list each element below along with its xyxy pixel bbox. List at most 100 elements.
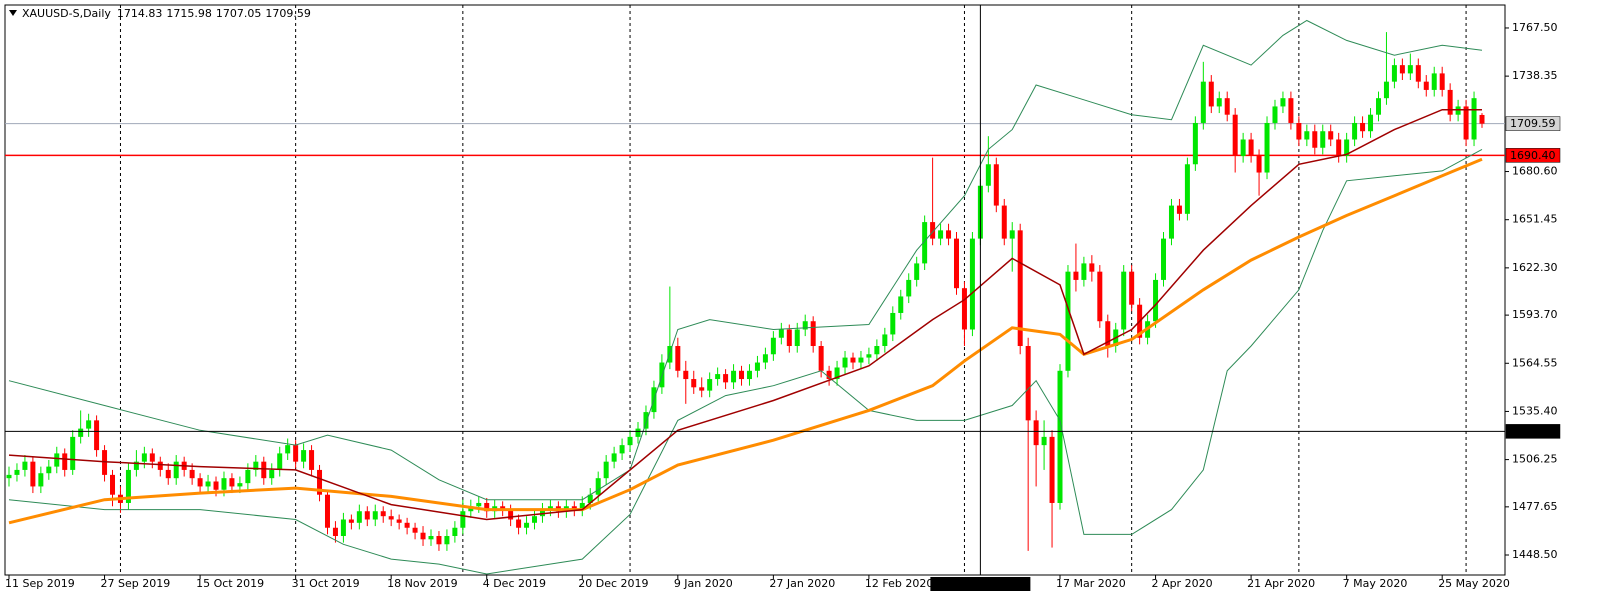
candle-body bbox=[420, 532, 426, 540]
candle-body bbox=[579, 502, 585, 510]
candle-body bbox=[524, 522, 530, 528]
candle-body bbox=[1447, 89, 1453, 115]
candle-body bbox=[253, 461, 259, 470]
candle-body bbox=[476, 502, 482, 507]
x-tick-label: 12 Feb 2020 bbox=[865, 577, 933, 590]
collapse-icon[interactable] bbox=[9, 10, 17, 16]
candle-body bbox=[587, 494, 593, 503]
candle-body bbox=[1288, 98, 1294, 123]
candle-body bbox=[802, 321, 808, 330]
candle-body bbox=[643, 412, 649, 429]
candle-body bbox=[1176, 205, 1182, 214]
x-tick-label: 27 Jan 2020 bbox=[769, 577, 835, 590]
candle-body bbox=[197, 478, 203, 487]
candle-body bbox=[1208, 81, 1214, 107]
candle-body bbox=[173, 461, 179, 479]
y-tick-label: 1506.25 bbox=[1512, 453, 1558, 466]
chart-title: XAUUSD-S,Daily bbox=[22, 7, 111, 20]
candle-body bbox=[500, 506, 506, 510]
candle-body bbox=[1105, 321, 1111, 347]
candle-body bbox=[1184, 164, 1190, 214]
candle-body bbox=[141, 453, 147, 462]
candle-body bbox=[508, 509, 514, 520]
crosshair-price-tag-label: 1523.33 bbox=[1510, 425, 1556, 438]
candle-body bbox=[277, 453, 283, 470]
indicator-line bbox=[8, 157, 1483, 525]
candle-body bbox=[961, 288, 967, 330]
candle-body bbox=[14, 469, 20, 475]
chart-header: XAUUSD-S,Daily 1714.83 1715.98 1707.05 1709.… bbox=[22, 7, 311, 20]
candle-body bbox=[754, 362, 760, 371]
candle-body bbox=[380, 511, 386, 517]
crosshair-date-label: 2020.03.06 0:00 bbox=[935, 578, 1026, 591]
candle-body bbox=[62, 453, 68, 470]
candle-body bbox=[1017, 230, 1023, 347]
candle-body bbox=[356, 511, 362, 523]
candle-body bbox=[930, 222, 936, 239]
candle-body bbox=[237, 483, 243, 487]
candle-body bbox=[78, 428, 84, 437]
candle-body bbox=[1391, 65, 1397, 82]
candle-body bbox=[691, 379, 697, 388]
candle-body bbox=[213, 481, 219, 490]
y-tick-label: 1767.50 bbox=[1512, 21, 1558, 34]
candle-body bbox=[834, 367, 840, 380]
candle-body bbox=[818, 346, 824, 371]
candle-body bbox=[1057, 370, 1063, 503]
x-tick-label: 15 Oct 2019 bbox=[196, 577, 264, 590]
candle-body bbox=[70, 436, 76, 470]
candle-body bbox=[890, 312, 896, 335]
candle-body bbox=[1471, 98, 1477, 140]
candle-body bbox=[261, 461, 267, 479]
y-tick-label: 1680.60 bbox=[1512, 165, 1558, 178]
candle-body bbox=[125, 469, 131, 503]
x-tick-label: 21 Apr 2020 bbox=[1247, 577, 1315, 590]
candle-body bbox=[1240, 139, 1246, 157]
candle-body bbox=[1264, 122, 1270, 173]
candle-body bbox=[858, 357, 864, 363]
candle-body bbox=[866, 354, 872, 358]
candle-body bbox=[1097, 271, 1103, 322]
candle-body bbox=[412, 527, 418, 533]
candle-body bbox=[1049, 436, 1055, 503]
candle-body bbox=[364, 511, 370, 520]
candle-body bbox=[1312, 131, 1318, 148]
crosshair-price-tag-box bbox=[1505, 424, 1561, 439]
candle-body bbox=[1455, 106, 1461, 115]
candle-body bbox=[388, 516, 394, 520]
close-price: 1709.59 bbox=[265, 7, 311, 20]
x-tick-label: 17 Mar 2020 bbox=[1056, 577, 1126, 590]
candle-body bbox=[850, 357, 856, 363]
candle-body bbox=[1296, 122, 1302, 140]
candle-body bbox=[396, 519, 402, 523]
candle-body bbox=[1025, 346, 1031, 421]
x-tick-label: 11 Sep 2019 bbox=[5, 577, 75, 590]
candle-body bbox=[189, 469, 195, 479]
bid-price-tag-box bbox=[1505, 116, 1561, 131]
candle-body bbox=[683, 370, 689, 380]
candle-body bbox=[707, 379, 713, 391]
level-price-tag-box bbox=[1505, 148, 1561, 163]
candle-body bbox=[882, 334, 888, 347]
candle-body bbox=[1375, 98, 1381, 115]
candle-body bbox=[969, 238, 975, 330]
candle-body bbox=[1328, 131, 1334, 140]
candle-body bbox=[436, 536, 442, 545]
candle-body bbox=[1368, 114, 1374, 132]
x-tick-label: 4 Dec 2019 bbox=[483, 577, 546, 590]
candle-body bbox=[938, 230, 944, 239]
candle-body bbox=[595, 478, 601, 495]
candle-body bbox=[746, 370, 752, 380]
candle-body bbox=[1479, 114, 1485, 124]
y-tick-label: 1622.30 bbox=[1512, 261, 1558, 274]
candle-body bbox=[1439, 73, 1445, 90]
candle-body bbox=[826, 370, 832, 380]
y-tick-label: 1564.55 bbox=[1512, 356, 1558, 369]
bid-price-tag-label: 1709.59 bbox=[1510, 117, 1556, 130]
candle-body bbox=[301, 450, 307, 462]
candle-body bbox=[30, 461, 36, 487]
x-tick-label: 31 Oct 2019 bbox=[292, 577, 360, 590]
y-tick-label: 1535.40 bbox=[1512, 404, 1558, 417]
